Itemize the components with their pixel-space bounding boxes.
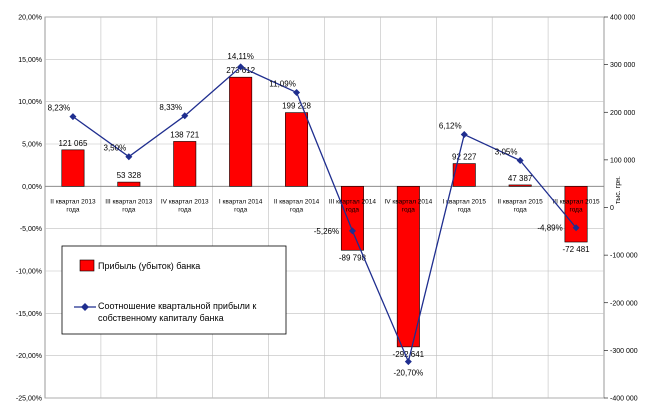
ratio-point [516, 157, 524, 165]
ratio-label: 3,50% [104, 144, 127, 153]
profit-bar-label: -72 481 [562, 245, 590, 254]
profit-bar-label: 121 065 [58, 139, 87, 148]
category-label: II квартал 2014 года [274, 198, 320, 213]
right-tick-label: -100 000 [610, 253, 638, 260]
category-label: I квартал 2015 года [442, 198, 486, 213]
ratio-point [69, 113, 77, 121]
category-label: I квартал 2014 года [219, 198, 263, 213]
ratio-label: -5,26% [314, 227, 339, 236]
left-axis-ticks: 20,00% 15,00% 10,00% 5,00% 0,00% -5,00% -10,00… [16, 15, 42, 403]
profit-bar-label: 53 328 [117, 171, 142, 180]
profit-bar [452, 163, 476, 187]
right-axis-title: тыс. грн. [615, 176, 622, 204]
profit-bar-label: -292 641 [393, 350, 425, 359]
ratio-point [237, 63, 245, 71]
ratio-label: -20,70% [393, 369, 423, 378]
ratio-labels: 8,23% 3,50% 8,33% 14,11% 11,09% -5,26% -20,70%… [48, 52, 563, 378]
right-tick-label: -400 000 [610, 396, 638, 403]
profit-bar [229, 76, 253, 187]
right-tick-label: -200 000 [610, 300, 638, 307]
ratio-point [181, 112, 189, 120]
bars [61, 76, 588, 348]
ratio-point [572, 224, 580, 232]
bar-labels: 121 065 53 328 138 721 273 612 199 228 -89 79… [58, 66, 590, 359]
profit-bar [285, 112, 309, 187]
category-label: II квартал 2013 года [50, 198, 96, 213]
ratio-line [69, 63, 580, 366]
profit-bar [396, 186, 420, 348]
right-axis-ticks: 400 000 300 000 200 000 100 000 0 -100 000 -20… [604, 15, 638, 403]
ratio-point [293, 88, 301, 96]
profit-bar-label: 138 721 [170, 130, 199, 139]
right-tick-label: 100 000 [610, 157, 635, 164]
left-tick-label: -15,00% [16, 311, 42, 318]
category-label: IV квартал 2013 года [161, 198, 209, 213]
profit-bar [340, 186, 364, 251]
right-tick-label: 0 [610, 205, 614, 212]
legend-line-label-2: собственному капиталу банка [98, 313, 224, 323]
left-tick-label: -10,00% [16, 269, 42, 276]
profit-bar [173, 141, 197, 187]
profit-bar [508, 184, 532, 187]
profit-bar-label: 47 387 [508, 174, 533, 183]
ratio-label: -4,89% [537, 224, 562, 233]
profit-bar [61, 149, 85, 187]
left-tick-label: 5,00% [22, 142, 42, 149]
category-label: III квартал 2013 года [105, 198, 152, 213]
category-label: III квартал 2015 года [552, 198, 599, 213]
left-tick-label: -20,00% [16, 353, 42, 360]
category-label: III квартал 2014 года [329, 198, 376, 213]
category-label: II квартал 2015 года [497, 198, 543, 213]
ratio-point [348, 227, 356, 235]
legend: Прибыль (убыток) банка Соотношение кварт… [61, 245, 287, 335]
profit-bar [564, 186, 588, 243]
left-tick-label: -5,00% [20, 226, 42, 233]
profit-bar-label: -89 798 [339, 253, 367, 262]
left-tick-label: 20,00% [18, 15, 42, 22]
ratio-label: 8,23% [48, 104, 71, 113]
ratio-label: 6,12% [439, 122, 462, 131]
ratio-label: 14,11% [227, 52, 254, 61]
profit-bar [117, 181, 141, 187]
category-labels: II квартал 2013 года III квартал 2013 года I… [50, 198, 600, 213]
ratio-label: 3,05% [495, 148, 518, 157]
profit-bar-label: 199 228 [282, 102, 311, 111]
right-tick-label: 200 000 [610, 110, 635, 117]
ratio-point [404, 358, 412, 366]
right-tick-label: 400 000 [610, 15, 635, 22]
category-label: IV квартал 2014 года [384, 198, 432, 213]
left-tick-label: -25,00% [16, 396, 42, 403]
legend-bar-label: Прибыль (убыток) банка [98, 261, 200, 271]
right-tick-label: -300 000 [610, 348, 638, 355]
left-tick-label: 0,00% [22, 184, 42, 191]
ratio-polyline [72, 66, 577, 364]
ratio-point [125, 153, 133, 161]
left-tick-label: 10,00% [18, 99, 42, 106]
legend-bar-swatch [79, 259, 95, 272]
ratio-label: 8,33% [159, 103, 182, 112]
profit-bar-label: 273 612 [226, 66, 255, 75]
profit-bar-label: 92 227 [452, 153, 477, 162]
legend-line-label-1: Соотношение квартальной прибыли к [98, 301, 256, 311]
right-tick-label: 300 000 [610, 62, 635, 69]
left-tick-label: 15,00% [18, 57, 42, 64]
legend-line-marker [81, 303, 89, 311]
legend-box [61, 245, 287, 335]
ratio-point [460, 131, 468, 139]
ratio-label: 11,09% [269, 79, 296, 88]
